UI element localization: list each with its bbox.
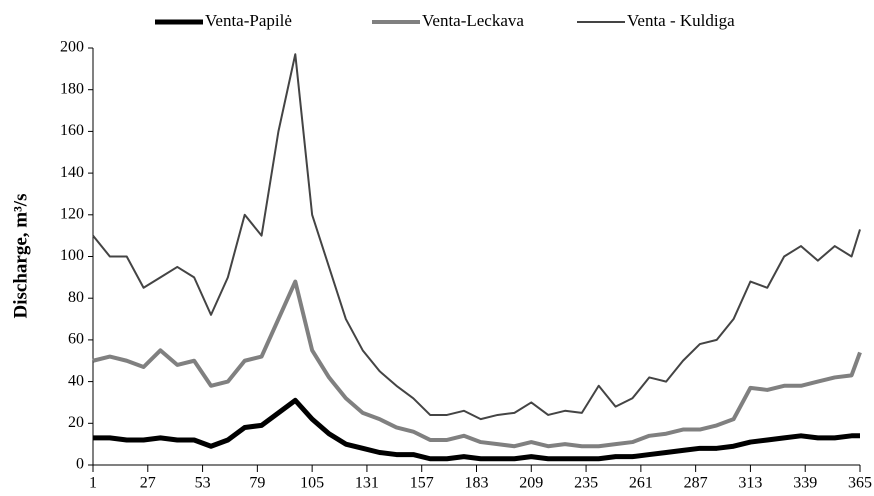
- y-tick-label: 180: [60, 80, 84, 97]
- series-line: [93, 397, 860, 462]
- y-tick-label: 0: [76, 456, 84, 473]
- x-tick-label: 1: [89, 475, 97, 492]
- x-tick-label: 313: [738, 475, 762, 492]
- legend-label: Venta-Leckava: [422, 11, 524, 30]
- x-tick-label: 261: [629, 475, 653, 492]
- x-tick-label: 105: [300, 475, 324, 492]
- x-tick-label: 365: [848, 475, 872, 492]
- x-tick-label: 287: [684, 475, 708, 492]
- y-tick-label: 60: [68, 331, 84, 348]
- x-tick-label: 131: [355, 475, 379, 492]
- series-line: [92, 53, 861, 421]
- x-tick-label: 27: [140, 475, 156, 492]
- x-tick-label: 79: [249, 475, 265, 492]
- legend-label: Venta - Kuldiga: [627, 11, 735, 30]
- x-tick-label: 339: [793, 475, 817, 492]
- y-tick-label: 160: [60, 122, 84, 139]
- x-tick-label: 209: [519, 475, 543, 492]
- x-tick-label: 235: [574, 475, 598, 492]
- y-axis-label: Discharge, m³/s: [10, 194, 31, 319]
- y-tick-label: 120: [60, 205, 84, 222]
- series-line: [92, 279, 862, 449]
- y-tick-label: 140: [60, 164, 84, 181]
- x-tick-label: 183: [465, 475, 489, 492]
- y-tick-label: 100: [60, 247, 84, 264]
- legend-label: Venta-Papilė: [205, 11, 292, 30]
- y-tick-label: 40: [68, 372, 84, 389]
- y-tick-label: 200: [60, 39, 84, 56]
- y-tick-label: 80: [68, 289, 84, 306]
- x-tick-label: 157: [410, 475, 434, 492]
- x-tick-label: 53: [195, 475, 211, 492]
- y-tick-label: 20: [68, 414, 84, 431]
